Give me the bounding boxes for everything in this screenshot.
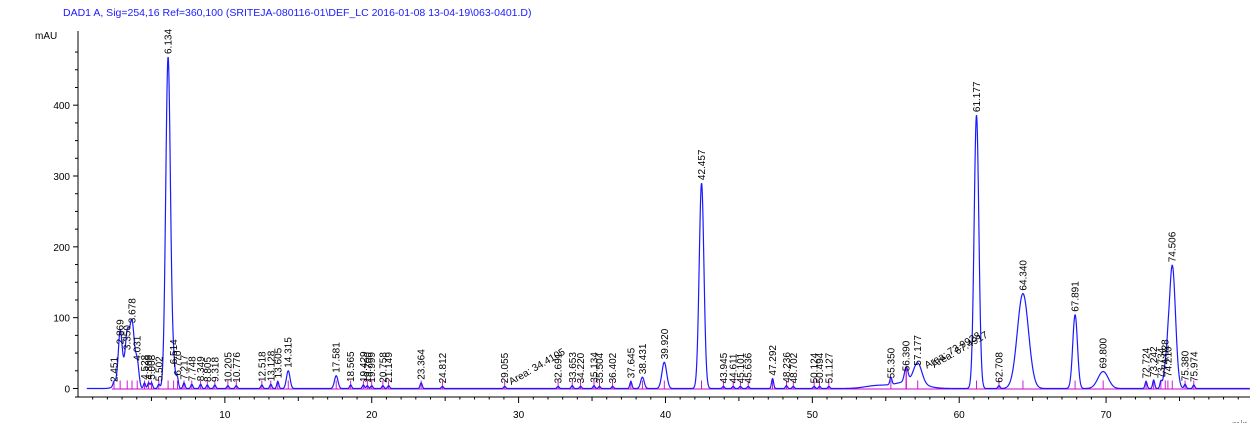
x-tick-label: 60 — [954, 410, 966, 421]
x-tick-label: 40 — [660, 410, 672, 421]
peak-label: 5.008 — [147, 354, 158, 379]
peak-label: 5.502 — [154, 356, 165, 381]
peak-label: 73.242 — [1149, 346, 1160, 377]
y-tick-label: 400 — [53, 101, 70, 112]
peak-label: 3.350 — [123, 325, 134, 350]
peak-label: 6.514 — [169, 339, 180, 364]
peak-label: 10.776 — [232, 352, 243, 383]
peak-label: 2.869 — [116, 319, 127, 344]
peak-label: 4.528 — [140, 354, 151, 379]
peak-label: 21.149 — [384, 352, 395, 383]
peak-label: 4.809 — [144, 354, 155, 379]
peak-label: 2.451 — [110, 357, 121, 382]
peak-label: 8.349 — [196, 356, 207, 381]
axes: 0 100 200 300 400 10 20 30 40 50 60 70 — [53, 31, 1250, 421]
x-axis-label: min — [1232, 420, 1248, 423]
peak-label: 19.700 — [363, 352, 374, 383]
peak-label: 32.691 — [554, 352, 565, 383]
x-tick-label: 50 — [807, 410, 819, 421]
peak-label: 7.217 — [180, 354, 191, 379]
peak-label: 50.494 — [815, 352, 826, 383]
y-tick-label: 300 — [53, 172, 70, 183]
x-tick-label: 70 — [1101, 410, 1113, 421]
peak-label: 73.734 — [1156, 347, 1167, 378]
peak-label: 29.055 — [500, 352, 511, 383]
peak-label: 19.999 — [367, 352, 378, 383]
peak-label: 34.220 — [576, 352, 587, 383]
peak-label: 35.504 — [595, 352, 606, 383]
peak-label: 24.812 — [438, 352, 449, 383]
peak-label: 9.318 — [210, 357, 221, 382]
peak-label: 69.800 — [1099, 337, 1110, 368]
peak-label: 75.380 — [1181, 350, 1192, 381]
peak-label: 43.945 — [719, 352, 730, 383]
y-axis-label: mAU — [35, 31, 57, 42]
y-tick-label: 200 — [53, 243, 70, 254]
peak-label: 64.340 — [1018, 260, 1029, 291]
peak-label: 56.390 — [902, 340, 913, 371]
peak-label: 51.127 — [824, 352, 835, 383]
peak-label: 57.177 — [913, 335, 924, 366]
chart-title: DAD1 A, Sig=254,16 Ref=360,100 (SRITEJA-… — [63, 7, 532, 19]
peak-label: 45.636 — [744, 352, 755, 383]
peak-label: 20.758 — [378, 352, 389, 383]
peak-label: 13.605 — [273, 347, 284, 378]
peak-label: 67.891 — [1071, 281, 1082, 312]
peak-label: 33.653 — [568, 352, 579, 383]
peak-label: 3.678 — [128, 298, 139, 323]
peak-label: 12.518 — [257, 351, 268, 382]
peak-label: 48.702 — [789, 352, 800, 383]
peak-label: 74.028 — [1161, 339, 1172, 370]
peak-label: 74.506 — [1168, 231, 1179, 262]
peak-label: 75.974 — [1189, 351, 1200, 382]
peak-label: 48.236 — [782, 352, 793, 383]
peak-label: 62.708 — [995, 352, 1006, 383]
peak-label: 10.205 — [223, 352, 234, 383]
peak-label: 13.128 — [266, 350, 277, 381]
peak-label: 7.748 — [187, 356, 198, 381]
y-tick-label: 100 — [53, 314, 70, 325]
peak-label: 8.805 — [203, 357, 214, 382]
peak-label: 42.457 — [697, 149, 708, 180]
peak-label: 74.210 — [1163, 346, 1174, 377]
peak-label: 18.565 — [346, 351, 357, 382]
x-tick-label: 20 — [366, 410, 378, 421]
peak-label: 50.124 — [810, 352, 821, 383]
peak-label: 35.134 — [590, 352, 601, 383]
peak-label: 37.645 — [626, 347, 637, 378]
peak-label: 19.429 — [359, 351, 370, 382]
peak-label: 6.770 — [173, 350, 184, 375]
peak-label: 14.315 — [284, 337, 295, 368]
peak-label: 36.402 — [608, 352, 619, 383]
signal-trace — [86, 56, 1250, 390]
peak-label: 4.031 — [133, 335, 144, 360]
peak-label: 47.292 — [768, 345, 779, 376]
x-tick-label: 30 — [513, 410, 525, 421]
peak-label: 45.101 — [736, 352, 747, 383]
peak-label: 61.177 — [972, 81, 983, 112]
peak-label: 17.581 — [332, 342, 343, 373]
peak-label: 6.134 — [164, 29, 175, 54]
peak-label: 44.611 — [729, 353, 740, 383]
peak-label: 55.350 — [886, 347, 897, 378]
peak-label: 39.920 — [660, 328, 671, 359]
peak-label: 23.364 — [417, 349, 428, 380]
peak-label: 72.724 — [1142, 347, 1153, 378]
x-tick-label: 10 — [219, 410, 231, 421]
y-tick-label: 0 — [64, 385, 70, 396]
peak-label: 38.431 — [638, 343, 649, 374]
